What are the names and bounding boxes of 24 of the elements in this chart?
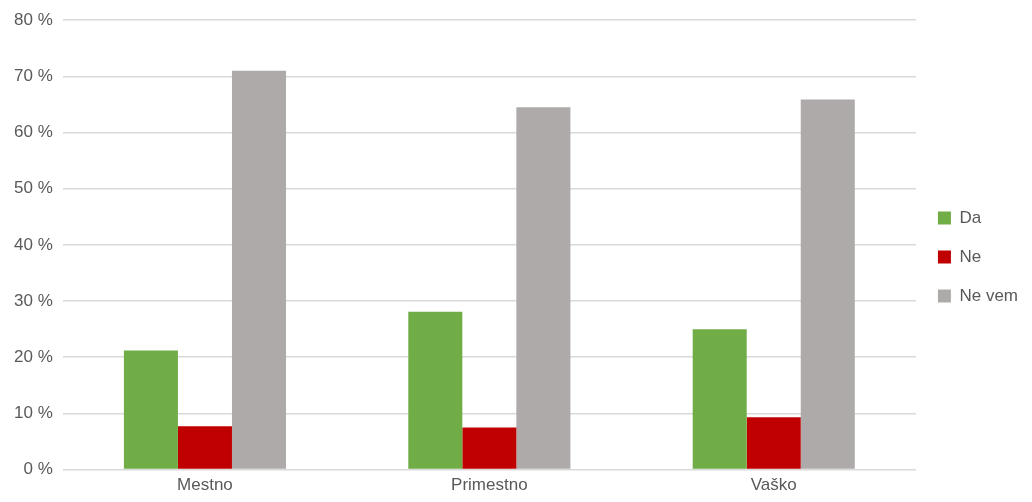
y-tick-label: 80 % (14, 9, 53, 29)
legend-label: Ne vem (959, 285, 1019, 305)
bar (408, 311, 463, 469)
legend-label: Ne (959, 246, 982, 266)
bar (800, 99, 855, 469)
bar (123, 350, 178, 469)
bar (177, 426, 232, 469)
bar (231, 70, 286, 469)
bar (516, 107, 571, 469)
y-tick-label: 40 % (14, 234, 53, 254)
y-tick-label: 30 % (14, 290, 53, 310)
y-tick-label: 70 % (14, 66, 53, 86)
bar (692, 329, 747, 469)
y-tick-label: 10 % (14, 403, 53, 423)
x-tick-label: Primestno (451, 475, 528, 495)
y-tick-label: 60 % (14, 122, 53, 142)
bar (462, 427, 517, 469)
x-tick-label: Mestno (177, 475, 233, 495)
y-tick-label: 0 % (23, 459, 53, 479)
y-tick-label: 20 % (14, 346, 53, 366)
y-tick-label: 50 % (14, 178, 53, 198)
legend-label: Da (959, 207, 982, 227)
x-tick-label: Vaško (750, 475, 797, 495)
bar (746, 417, 801, 469)
